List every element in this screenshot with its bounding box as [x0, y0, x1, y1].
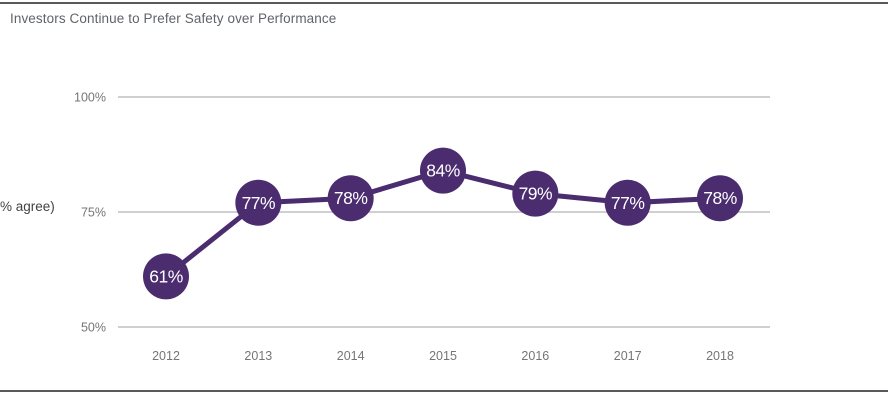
- data-point-2018: [697, 175, 743, 222]
- data-point-label-2018: 78%: [703, 188, 737, 208]
- data-point-2013: [235, 179, 282, 226]
- top-divider: [0, 2, 888, 4]
- data-point-2012: [143, 253, 189, 300]
- data-point-label-2017: 77%: [611, 193, 645, 213]
- x-tick-label-2015: 2015: [429, 349, 457, 363]
- data-point-2017: [604, 179, 651, 226]
- y-tick-label-75: 75%: [81, 206, 106, 220]
- y-tick-label-50: 50%: [81, 321, 106, 335]
- y-axis-title: % agree): [0, 199, 55, 214]
- bottom-divider: [0, 390, 888, 392]
- data-point-label-2014: 78%: [334, 188, 368, 208]
- data-point-2015: [420, 147, 466, 194]
- x-tick-label-2012: 2012: [152, 349, 180, 363]
- x-tick-label-2013: 2013: [244, 349, 272, 363]
- data-point-label-2012: 61%: [149, 266, 183, 286]
- x-tick-label-2017: 2017: [614, 349, 642, 363]
- data-point-label-2016: 79%: [519, 184, 553, 204]
- y-tick-label-100: 100%: [74, 91, 106, 105]
- data-point-2016: [512, 170, 559, 217]
- x-tick-label-2016: 2016: [521, 349, 549, 363]
- chart-title: Investors Continue to Prefer Safety over…: [10, 11, 337, 26]
- data-point-2014: [327, 175, 374, 222]
- data-point-label-2013: 77%: [242, 193, 276, 213]
- x-tick-label-2014: 2014: [337, 349, 365, 363]
- x-tick-label-2018: 2018: [706, 349, 734, 363]
- data-point-label-2015: 84%: [426, 161, 460, 181]
